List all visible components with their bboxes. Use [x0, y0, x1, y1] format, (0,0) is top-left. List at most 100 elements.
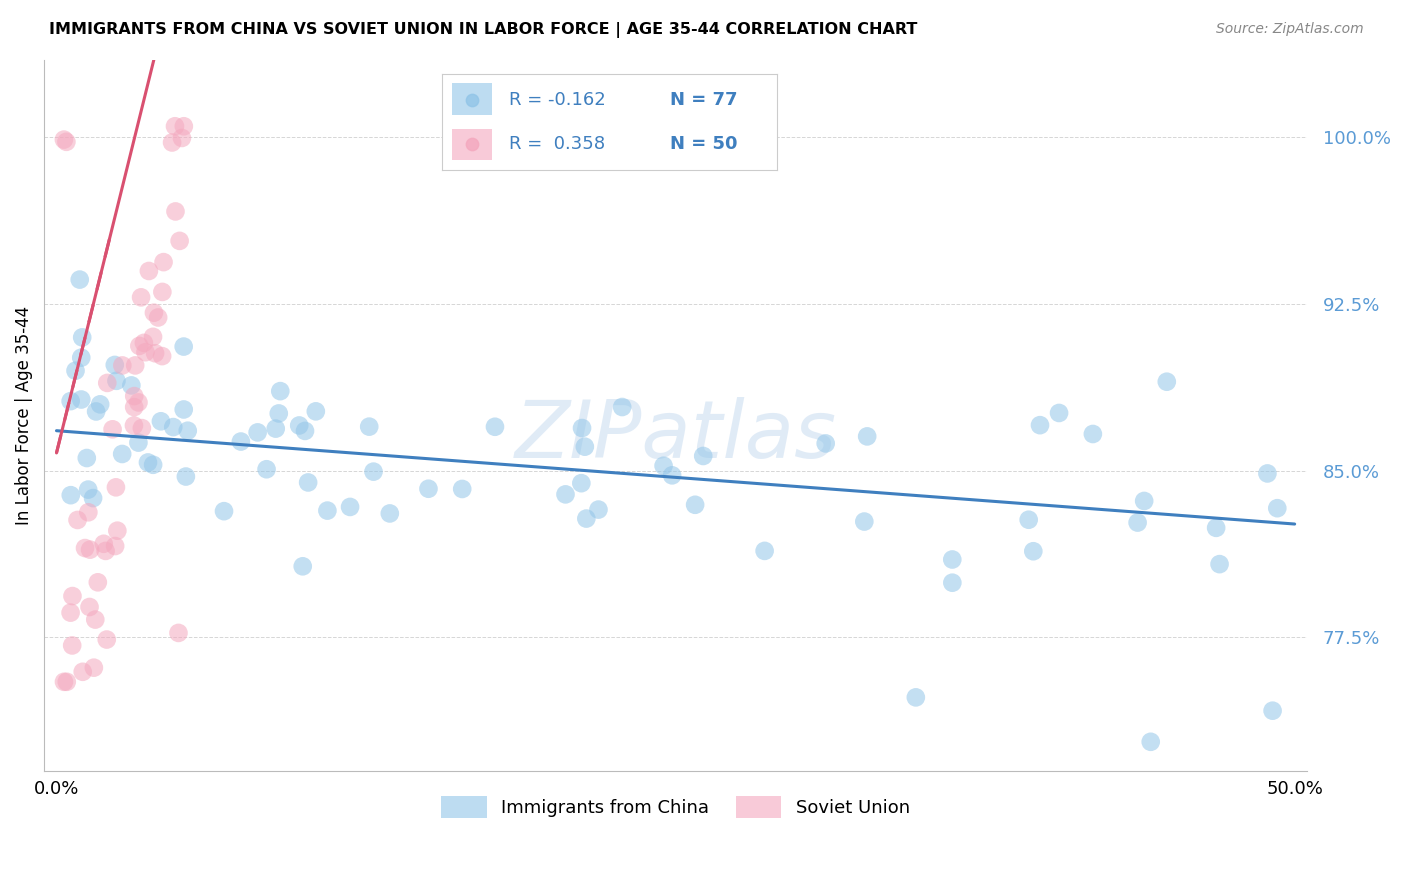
Point — [105, 374, 128, 388]
Point — [143, 346, 166, 360]
Point — [652, 458, 675, 473]
Point — [128, 339, 150, 353]
Point — [288, 418, 311, 433]
Point — [62, 589, 84, 603]
Point — [72, 665, 94, 679]
Point — [612, 400, 634, 414]
Point — [1256, 467, 1278, 481]
Point — [269, 384, 291, 398]
Point — [904, 690, 927, 705]
Point — [174, 469, 197, 483]
Point — [122, 400, 145, 414]
Point — [150, 349, 173, 363]
Point — [124, 359, 146, 373]
Point — [65, 364, 87, 378]
Point — [588, 502, 610, 516]
Point — [66, 513, 89, 527]
Point — [1133, 494, 1156, 508]
Point — [165, 204, 187, 219]
Point — [173, 402, 195, 417]
Point — [1139, 735, 1161, 749]
Point — [76, 450, 98, 465]
Point — [53, 674, 76, 689]
Point — [177, 424, 200, 438]
Point — [212, 504, 235, 518]
Point — [484, 419, 506, 434]
Point — [418, 482, 440, 496]
Point — [146, 310, 169, 325]
Point — [84, 404, 107, 418]
Point — [169, 234, 191, 248]
Point — [134, 345, 156, 359]
Point — [173, 120, 195, 134]
Point — [246, 425, 269, 440]
Point — [142, 458, 165, 472]
Point — [359, 419, 381, 434]
Point — [69, 272, 91, 286]
Point — [59, 488, 82, 502]
Point — [132, 335, 155, 350]
Point — [163, 120, 186, 134]
Point — [1018, 513, 1040, 527]
Point — [363, 465, 385, 479]
Point — [105, 524, 128, 538]
Point — [1022, 544, 1045, 558]
Point — [297, 475, 319, 490]
Point — [83, 661, 105, 675]
Point — [131, 421, 153, 435]
Point — [451, 482, 474, 496]
Point — [52, 132, 75, 146]
Point — [378, 507, 401, 521]
Point — [77, 483, 100, 497]
Point — [264, 422, 287, 436]
Text: Source: ZipAtlas.com: Source: ZipAtlas.com — [1216, 22, 1364, 37]
Point — [122, 418, 145, 433]
Point — [1205, 521, 1227, 535]
Point — [574, 440, 596, 454]
Point — [59, 606, 82, 620]
Point — [569, 476, 592, 491]
Point — [853, 515, 876, 529]
Point — [941, 552, 963, 566]
Point — [79, 599, 101, 614]
Point — [256, 462, 278, 476]
Point — [575, 511, 598, 525]
Point — [104, 480, 127, 494]
Point — [1126, 516, 1149, 530]
Point — [87, 575, 110, 590]
Point — [127, 435, 149, 450]
Point — [82, 491, 104, 505]
Point — [1261, 704, 1284, 718]
Point — [70, 351, 93, 365]
Point — [84, 613, 107, 627]
Point — [152, 255, 174, 269]
Point — [55, 135, 77, 149]
Point — [814, 436, 837, 450]
Point — [55, 674, 77, 689]
Point — [127, 395, 149, 409]
Point — [79, 542, 101, 557]
Point — [571, 421, 593, 435]
Point — [120, 378, 142, 392]
Point — [1208, 557, 1230, 571]
Point — [291, 559, 314, 574]
Point — [754, 544, 776, 558]
Point — [1265, 501, 1288, 516]
Point — [1029, 418, 1052, 433]
Point — [173, 340, 195, 354]
Point — [1047, 406, 1070, 420]
Point — [104, 358, 127, 372]
Point — [267, 406, 290, 420]
Point — [1081, 427, 1104, 442]
Point — [96, 632, 118, 647]
Point — [70, 330, 93, 344]
Point — [77, 505, 100, 519]
Point — [856, 429, 879, 443]
Point — [73, 541, 96, 555]
Text: IMMIGRANTS FROM CHINA VS SOVIET UNION IN LABOR FORCE | AGE 35-44 CORRELATION CHA: IMMIGRANTS FROM CHINA VS SOVIET UNION IN… — [49, 22, 918, 38]
Point — [111, 447, 134, 461]
Y-axis label: In Labor Force | Age 35-44: In Labor Force | Age 35-44 — [15, 306, 32, 524]
Point — [1156, 375, 1178, 389]
Point — [60, 639, 83, 653]
Point — [104, 539, 127, 553]
